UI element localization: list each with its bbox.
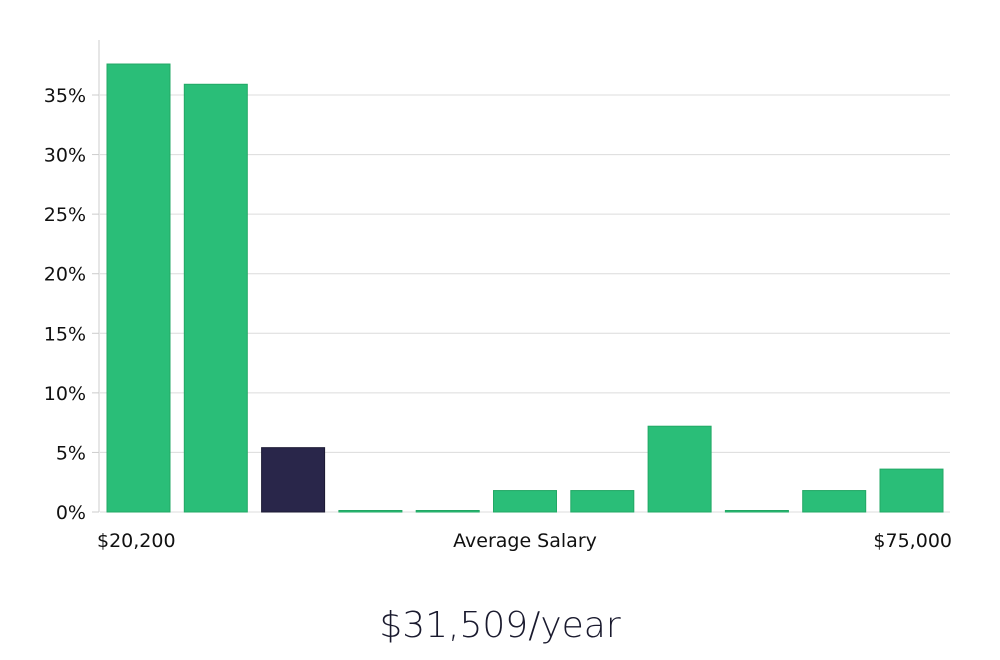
y-tick-label: 30% <box>44 145 86 167</box>
y-tick-label: 20% <box>44 264 86 286</box>
histogram-bar <box>338 510 403 513</box>
bars <box>106 63 944 513</box>
histogram-bar <box>493 490 557 513</box>
y-tick-label: 0% <box>56 502 86 524</box>
histogram-bar <box>802 490 867 513</box>
histogram-bar <box>415 510 480 513</box>
histogram-bar <box>724 510 789 513</box>
histogram-bar <box>106 63 171 513</box>
histogram-bar <box>879 468 944 513</box>
average-salary-headline: $31,509/year <box>379 605 621 646</box>
histogram-bar <box>183 83 248 513</box>
histogram-bar <box>570 490 635 513</box>
y-tick-labels: 0% 5% 10% 15% 20% 25% 30% 35% <box>44 85 99 524</box>
x-axis-label: Average Salary <box>453 530 597 552</box>
histogram-bar <box>647 425 712 513</box>
x-max-label: $75,000 <box>873 530 952 552</box>
histogram-bar-highlighted <box>261 447 326 513</box>
y-tick-label: 25% <box>44 204 86 226</box>
salary-histogram: 0% 5% 10% 15% 20% 25% 30% 35% $20,200 Average S… <box>44 40 952 552</box>
y-tick-label: 15% <box>44 323 86 345</box>
y-tick-label: 5% <box>56 442 86 464</box>
y-tick-label: 10% <box>44 383 86 405</box>
x-min-label: $20,200 <box>97 530 176 552</box>
y-tick-label: 35% <box>44 85 86 107</box>
